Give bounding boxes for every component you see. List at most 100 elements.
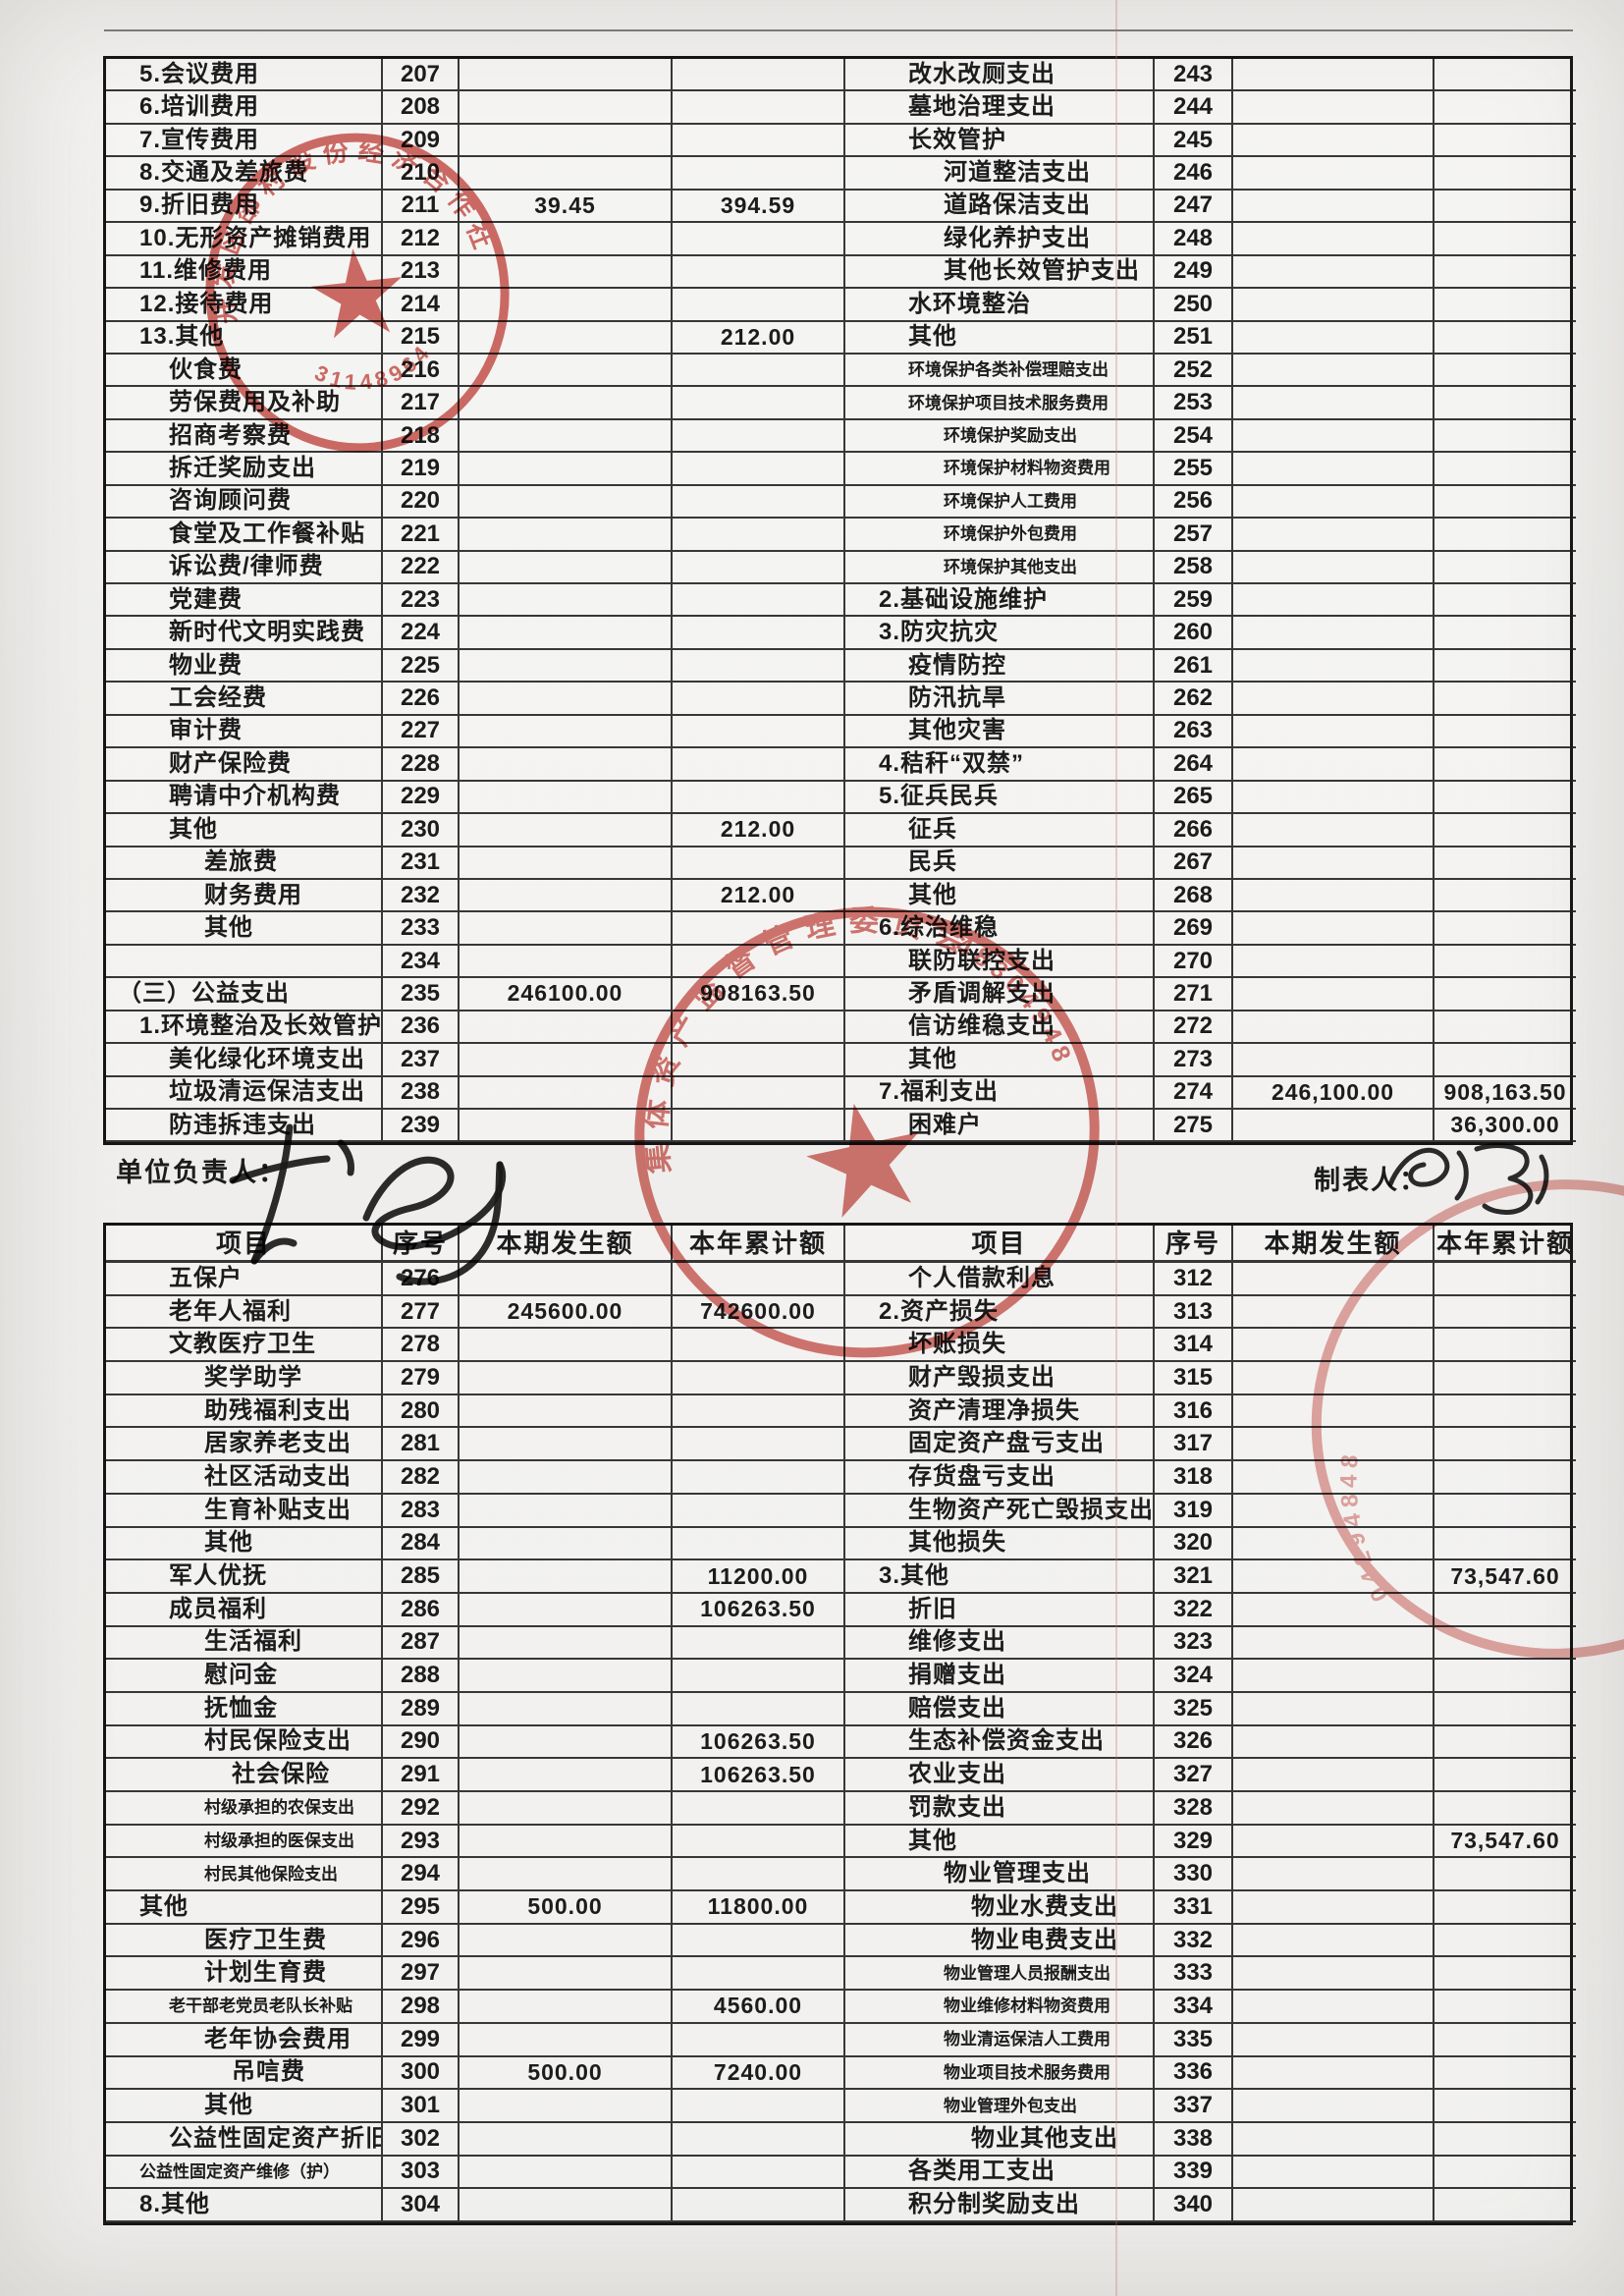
item-label: 2.基础设施维护 bbox=[845, 584, 1155, 618]
item-label: 4.秸秆“双禁” bbox=[845, 748, 1155, 782]
item-current-amount bbox=[1233, 2090, 1435, 2123]
item-serial: 337 bbox=[1155, 2090, 1233, 2123]
item-current-amount bbox=[1233, 748, 1435, 782]
item-label: 居家养老支出 bbox=[106, 1428, 383, 1462]
item-serial: 262 bbox=[1155, 683, 1233, 716]
item-label: 13.其他 bbox=[106, 321, 383, 355]
item-serial: 317 bbox=[1155, 1428, 1233, 1462]
item-ytd-amount: 212.00 bbox=[673, 321, 845, 355]
item-ytd-amount bbox=[673, 255, 845, 290]
item-ytd-amount bbox=[673, 91, 845, 125]
item-ytd-amount bbox=[673, 1527, 845, 1561]
item-label: 生物资产死亡毁损支出 bbox=[845, 1494, 1155, 1528]
item-ytd-amount bbox=[673, 453, 845, 486]
item-current-amount bbox=[1233, 1759, 1435, 1792]
item-ytd-amount bbox=[1435, 912, 1576, 946]
item-current-amount bbox=[1233, 781, 1435, 815]
item-current-amount bbox=[1233, 945, 1435, 979]
item-serial: 254 bbox=[1155, 419, 1233, 454]
item-ytd-amount bbox=[1435, 1660, 1576, 1693]
column-header: 本期发生额 bbox=[1233, 1226, 1435, 1263]
item-label: 其他长效管护支出 bbox=[845, 255, 1155, 290]
item-serial: 335 bbox=[1155, 2023, 1233, 2057]
item-ytd-amount bbox=[1435, 1726, 1576, 1760]
item-label: 矛盾调解支出 bbox=[845, 978, 1155, 1011]
item-serial: 233 bbox=[383, 912, 460, 946]
item-current-amount bbox=[460, 255, 673, 290]
item-serial: 283 bbox=[383, 1494, 460, 1528]
item-label: 公益性固定资产折旧 bbox=[106, 2122, 383, 2157]
item-current-amount bbox=[1233, 649, 1435, 683]
item-current-amount bbox=[460, 683, 673, 716]
item-serial: 316 bbox=[1155, 1394, 1233, 1429]
item-current-amount: 246,100.00 bbox=[1233, 1076, 1435, 1110]
item-current-amount bbox=[460, 1362, 673, 1395]
item-label: 物业维修材料物资费用 bbox=[845, 1991, 1155, 2024]
column-header: 本期发生额 bbox=[460, 1226, 673, 1263]
item-ytd-amount bbox=[673, 683, 845, 716]
item-ytd-amount bbox=[673, 1660, 845, 1693]
item-current-amount bbox=[460, 1626, 673, 1661]
item-current-amount bbox=[460, 223, 673, 256]
item-label: 食堂及工作餐补贴 bbox=[106, 519, 383, 552]
item-serial: 260 bbox=[1155, 617, 1233, 650]
item-current-amount bbox=[1233, 1991, 1435, 2024]
item-serial: 214 bbox=[383, 289, 460, 322]
item-label: 积分制奖励支出 bbox=[845, 2189, 1155, 2222]
item-label: 工会经费 bbox=[106, 683, 383, 716]
item-serial: 298 bbox=[383, 1991, 460, 2024]
item-label: 2.资产损失 bbox=[845, 1295, 1155, 1330]
item-ytd-amount bbox=[673, 1461, 845, 1495]
item-label: 防汛抗旱 bbox=[845, 683, 1155, 716]
item-current-amount bbox=[1233, 1362, 1435, 1395]
item-label: 物业管理支出 bbox=[845, 1858, 1155, 1892]
item-serial: 281 bbox=[383, 1428, 460, 1462]
item-label: 其他 bbox=[845, 1825, 1155, 1859]
item-current-amount bbox=[1233, 157, 1435, 191]
expense-table-lower: 项目 序号 本期发生额 本年累计额 项目 序号 本期发生额 本年累计额 五保户 276 个人借款利息… bbox=[103, 1223, 1576, 2225]
item-current-amount bbox=[460, 1263, 673, 1296]
item-label: 其他 bbox=[106, 814, 383, 847]
item-ytd-amount bbox=[1435, 2024, 1576, 2057]
item-serial: 340 bbox=[1155, 2189, 1233, 2222]
item-label: 聘请中介机构费 bbox=[106, 781, 383, 815]
item-serial: 231 bbox=[383, 847, 460, 880]
item-ytd-amount bbox=[1435, 223, 1576, 256]
item-serial: 259 bbox=[1155, 584, 1233, 618]
item-label: 美化绿化环境支出 bbox=[106, 1044, 383, 1077]
item-ytd-amount: 212.00 bbox=[673, 879, 845, 913]
item-serial: 326 bbox=[1155, 1725, 1233, 1760]
item-serial: 257 bbox=[1155, 519, 1233, 552]
item-serial: 336 bbox=[1155, 2056, 1233, 2091]
item-label: 6.培训费用 bbox=[106, 91, 383, 125]
item-ytd-amount bbox=[673, 2023, 845, 2057]
item-ytd-amount bbox=[1435, 978, 1576, 1011]
item-current-amount bbox=[460, 551, 673, 584]
item-label: 医疗卫生费 bbox=[106, 1924, 383, 1958]
item-serial: 238 bbox=[383, 1076, 460, 1110]
item-ytd-amount bbox=[673, 1924, 845, 1958]
item-ytd-amount: 4560.00 bbox=[673, 1991, 845, 2024]
item-ytd-amount bbox=[1435, 1792, 1576, 1826]
item-ytd-amount bbox=[1435, 1044, 1576, 1077]
item-serial: 218 bbox=[383, 419, 460, 454]
item-current-amount bbox=[460, 59, 673, 92]
item-serial: 303 bbox=[383, 2156, 460, 2190]
item-current-amount bbox=[1233, 223, 1435, 256]
item-ytd-amount bbox=[1435, 125, 1576, 158]
item-ytd-amount bbox=[1435, 420, 1576, 454]
item-ytd-amount bbox=[1435, 1011, 1576, 1045]
item-current-amount bbox=[460, 387, 673, 420]
item-ytd-amount bbox=[673, 748, 845, 782]
item-serial: 285 bbox=[383, 1560, 460, 1594]
item-ytd-amount: 742600.00 bbox=[673, 1295, 845, 1330]
item-serial: 266 bbox=[1155, 814, 1233, 847]
item-current-amount bbox=[1233, 1295, 1435, 1330]
item-current-amount bbox=[460, 1725, 673, 1760]
item-ytd-amount bbox=[1435, 650, 1576, 683]
item-current-amount bbox=[460, 1858, 673, 1892]
item-current-amount bbox=[460, 1825, 673, 1859]
item-ytd-amount bbox=[673, 2122, 845, 2157]
item-serial: 244 bbox=[1155, 91, 1233, 125]
item-ytd-amount bbox=[673, 387, 845, 420]
